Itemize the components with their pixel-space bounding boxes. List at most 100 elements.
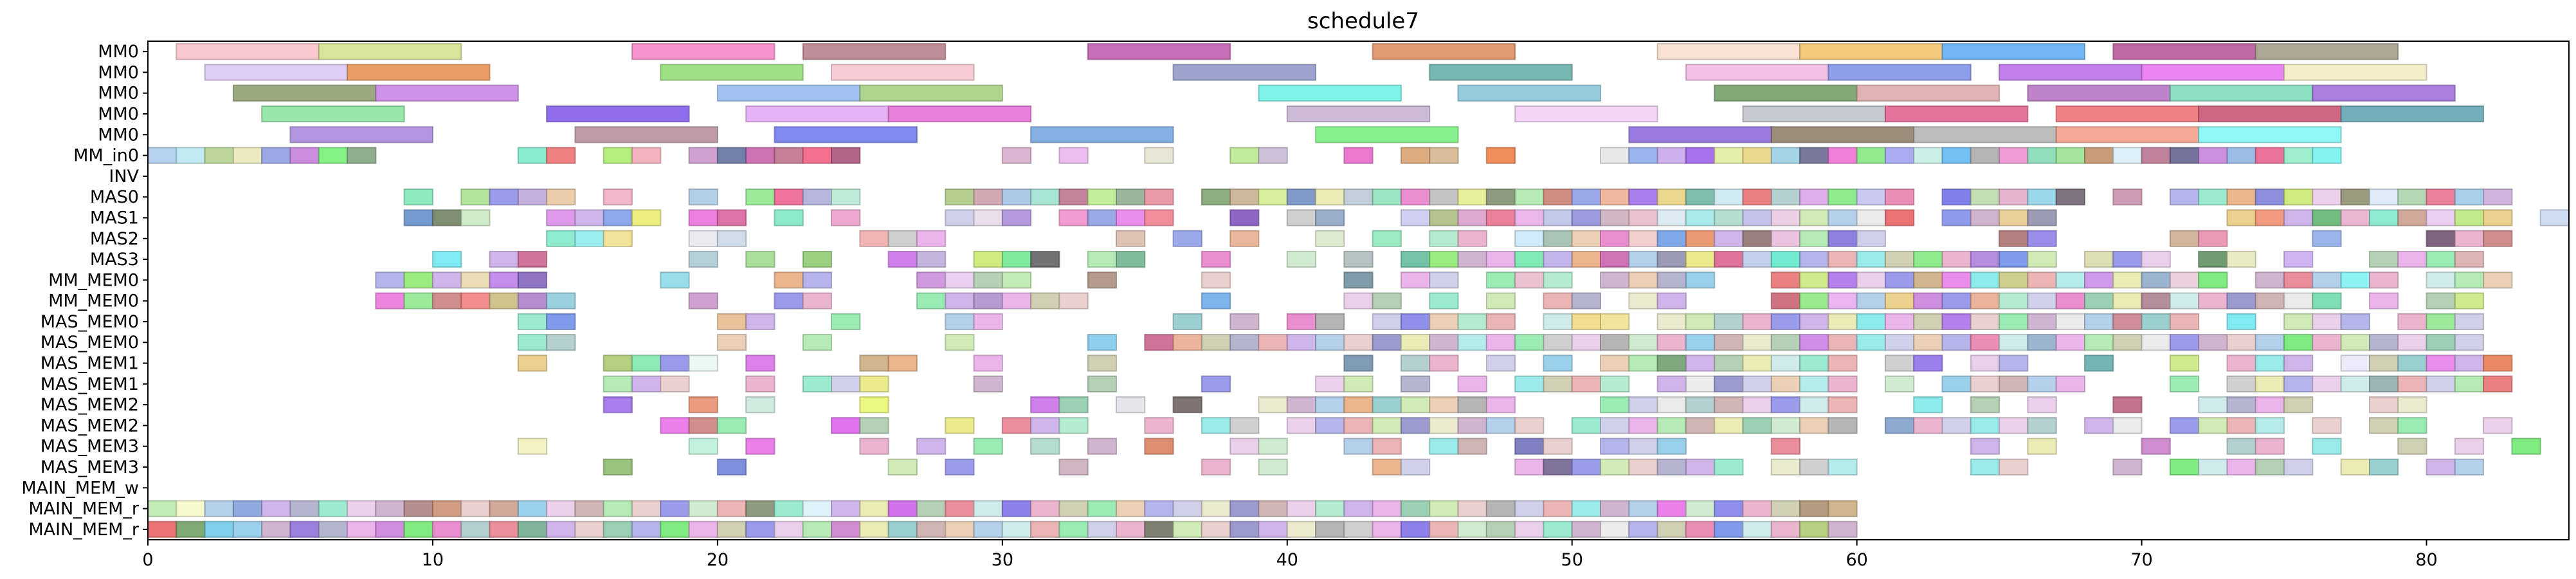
schedule-bar (1087, 209, 1118, 226)
schedule-bar (1429, 147, 1459, 164)
schedule-bar (517, 188, 548, 206)
schedule-bar (574, 520, 604, 538)
schedule-bar (603, 520, 633, 538)
schedule-bar (1286, 520, 1317, 538)
schedule-bar (1970, 188, 2000, 206)
schedule-bar (1913, 334, 1943, 351)
schedule-bar (688, 147, 718, 164)
schedule-bar (1742, 500, 1772, 517)
schedule-bar (1429, 250, 1459, 268)
schedule-bar (1543, 500, 1573, 517)
schedule-bar (574, 500, 604, 517)
schedule-bar (1258, 334, 1288, 351)
schedule-bar (745, 437, 776, 455)
schedule-bar (1229, 209, 1260, 226)
schedule-bar (2112, 417, 2143, 434)
schedule-bar (1514, 500, 1545, 517)
schedule-bar (1828, 250, 1858, 268)
schedule-bar (1116, 209, 1146, 226)
schedule-bar (945, 500, 975, 517)
schedule-bar (1543, 437, 1573, 455)
schedule-bar (1087, 334, 1118, 351)
schedule-bar (1172, 396, 1202, 414)
schedule-bar (1970, 458, 2000, 476)
schedule-bar (176, 43, 320, 60)
schedule-bar (2454, 230, 2485, 247)
schedule-bar (1628, 396, 1658, 414)
schedule-bar (1058, 396, 1089, 414)
schedule-bar (631, 209, 662, 226)
schedule-bar (1001, 147, 1032, 164)
schedule-bar (2112, 458, 2143, 476)
schedule-bar (1229, 188, 1260, 206)
schedule-bar (745, 313, 776, 331)
schedule-bar (1058, 500, 1089, 517)
schedule-bar (1457, 437, 1487, 455)
schedule-bar (859, 396, 889, 414)
schedule-bar (2340, 188, 2370, 206)
schedule-bar (1941, 271, 1972, 289)
schedule-bar (1913, 250, 1943, 268)
schedule-bar (2312, 209, 2342, 226)
schedule-bar (2312, 271, 2342, 289)
schedule-bar (2426, 292, 2456, 309)
schedule-bar (2340, 334, 2370, 351)
schedule-bar (375, 271, 405, 289)
schedule-bar (2426, 313, 2456, 331)
schedule-bar (1628, 354, 1658, 372)
x-axis: 0 10 20 30 40 50 60 70 80 (142, 540, 2438, 570)
schedule-bar (489, 520, 519, 538)
schedule-bar (1485, 292, 1516, 309)
schedule-bar (1229, 520, 1260, 538)
schedule-bar (1315, 334, 1345, 351)
schedule-bar (2112, 147, 2143, 164)
schedule-bar (403, 520, 433, 538)
schedule-bar (688, 209, 718, 226)
schedule-bar (2198, 188, 2228, 206)
schedule-bar (774, 147, 804, 164)
schedule-bar (1485, 500, 1516, 517)
schedule-bar (1970, 209, 2000, 226)
schedule-bar (2397, 313, 2427, 331)
schedule-bar (831, 500, 861, 517)
schedule-bar (1201, 271, 1231, 289)
schedule-bar (2454, 250, 2485, 268)
schedule-bar (1543, 209, 1573, 226)
schedule-bar (1714, 313, 1744, 331)
schedule-bar (1600, 500, 1630, 517)
schedule-bar (887, 354, 918, 372)
schedule-bar (2283, 458, 2314, 476)
schedule-bar (688, 396, 718, 414)
schedule-bar (1030, 500, 1060, 517)
schedule-bar (1685, 313, 1716, 331)
schedule-bar (2368, 417, 2399, 434)
schedule-bar (2254, 147, 2285, 164)
schedule-bar (2340, 209, 2370, 226)
schedule-bar (2368, 375, 2399, 392)
schedule-bar (2254, 458, 2285, 476)
schedule-bar (1087, 43, 1231, 60)
schedule-bar (1030, 417, 1060, 434)
schedule-bar (688, 500, 718, 517)
schedule-bar (831, 188, 861, 206)
schedule-bar (1828, 188, 1858, 206)
schedule-bar (2483, 375, 2513, 392)
schedule-bar (2055, 105, 2200, 123)
schedule-bar (1828, 313, 1858, 331)
schedule-bar (2283, 313, 2314, 331)
schedule-bar (1600, 458, 1630, 476)
schedule-bar (774, 126, 918, 143)
schedule-bar (2141, 292, 2171, 309)
schedule-bar (1457, 396, 1487, 414)
schedule-bar (1828, 292, 1858, 309)
schedule-bar (745, 520, 776, 538)
schedule-bar (802, 188, 833, 206)
schedule-bar (2226, 375, 2256, 392)
schedule-bar (1600, 313, 1630, 331)
schedule-bar (603, 230, 633, 247)
schedule-bar (1685, 375, 1716, 392)
schedule-bar (2368, 250, 2399, 268)
schedule-bar (2198, 271, 2228, 289)
schedule-bar (347, 147, 377, 164)
schedule-bar (1258, 147, 1288, 164)
